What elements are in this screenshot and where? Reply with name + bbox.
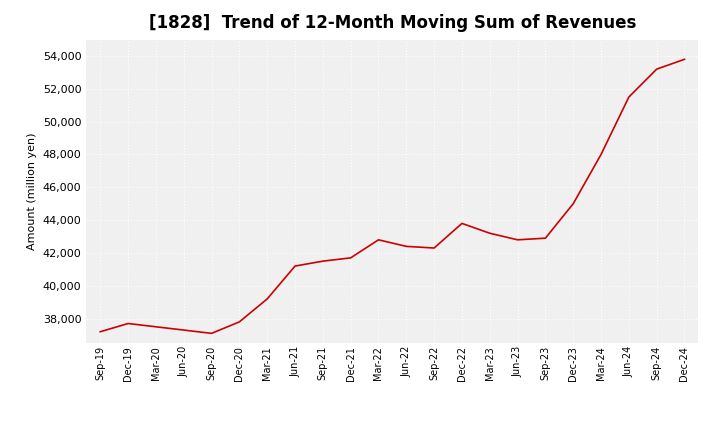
Title: [1828]  Trend of 12-Month Moving Sum of Revenues: [1828] Trend of 12-Month Moving Sum of R… — [149, 15, 636, 33]
Y-axis label: Amount (million yen): Amount (million yen) — [27, 132, 37, 250]
